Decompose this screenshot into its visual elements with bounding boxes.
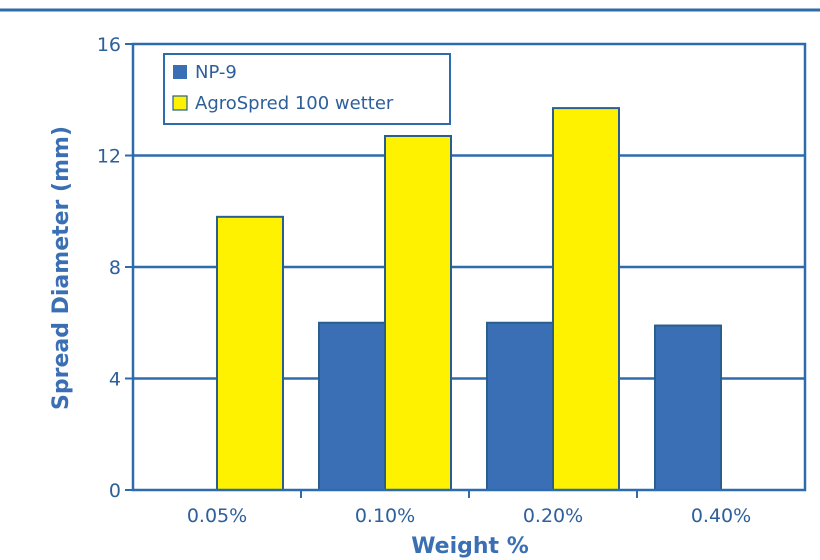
legend-swatch-np9 (173, 65, 187, 79)
bar-np9 (486, 321, 554, 491)
bars (216, 107, 722, 492)
legend-label-np9: NP-9 (195, 62, 237, 83)
bar-np9 (654, 324, 722, 491)
bar-agrospred (384, 134, 452, 492)
legend: NP-9 AgroSpred 100 wetter (163, 53, 451, 125)
y-axis-title: Spread Diameter (mm) (49, 126, 74, 410)
legend-box (163, 53, 451, 125)
x-tick-label: 0.05% (187, 505, 247, 527)
x-tick-label: 0.20% (523, 505, 583, 527)
legend-label-agrospred: AgroSpred 100 wetter (195, 93, 394, 114)
bar-agrospred (552, 107, 620, 492)
x-tick-label: 0.40% (691, 505, 751, 527)
bar-np9 (318, 321, 386, 491)
x-tick-label: 0.10% (355, 505, 415, 527)
axis-ticks: 0 4 8 12 16 0.05% 0.10% 0.20% 0.40% (97, 34, 751, 527)
y-tick-label: 12 (97, 146, 121, 168)
bar-agrospred (216, 215, 284, 491)
legend-swatch-agrospred (172, 95, 188, 111)
y-tick-label: 4 (109, 369, 121, 391)
y-tick-label: 0 (109, 480, 121, 502)
y-tick-label: 16 (97, 34, 121, 56)
y-tick-label: 8 (109, 257, 121, 279)
x-axis-title: Weight % (411, 534, 529, 559)
